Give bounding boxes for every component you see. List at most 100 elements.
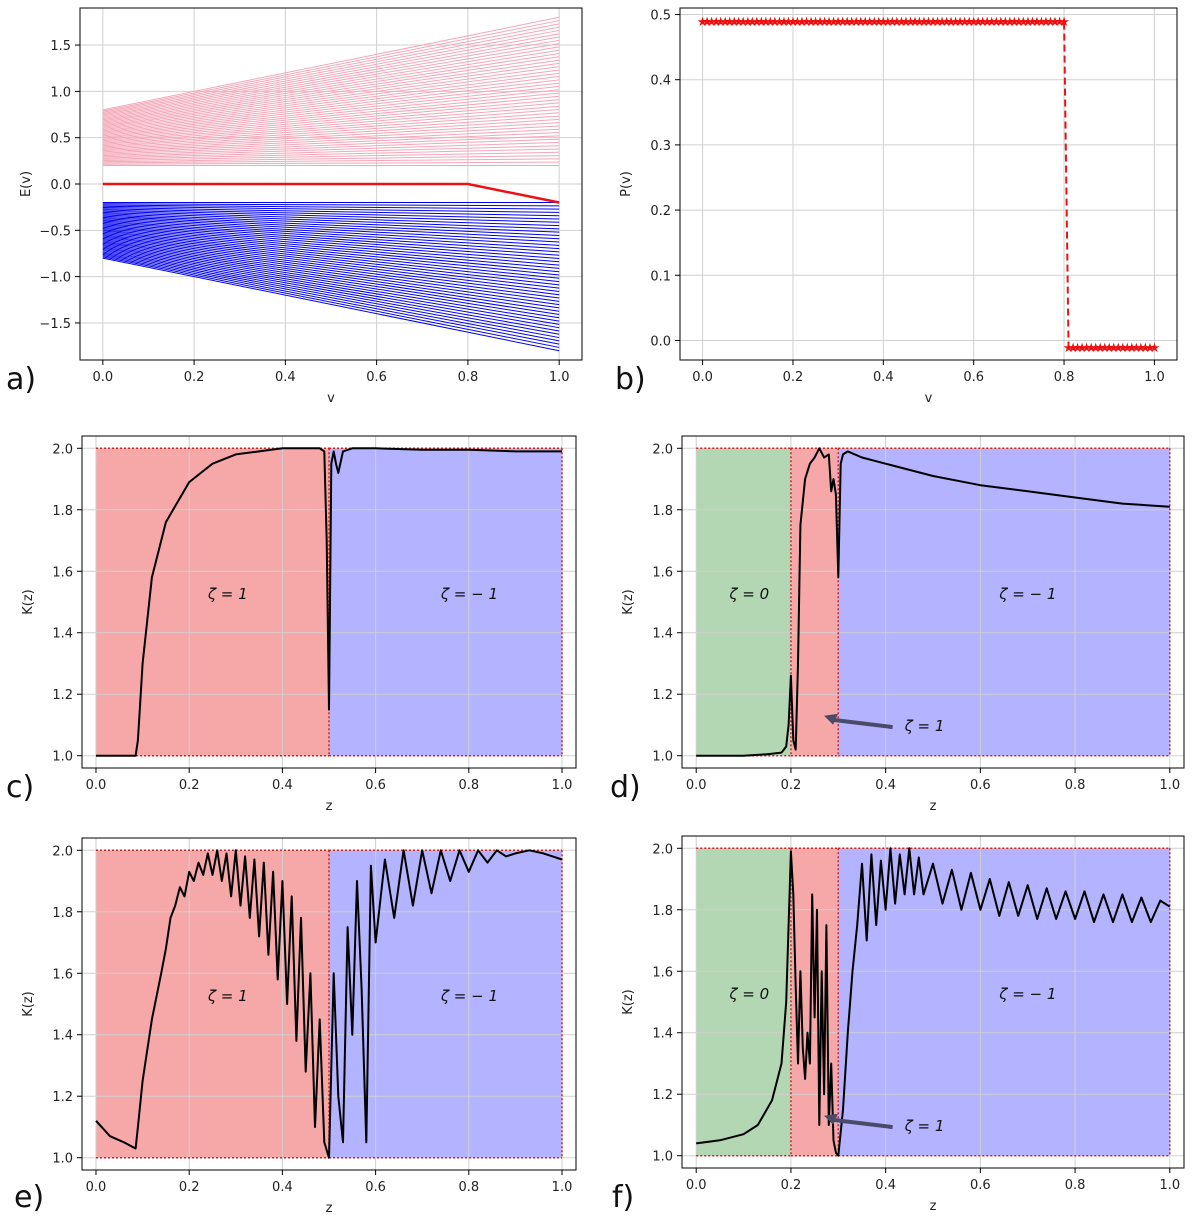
series-lower-band-line-18 bbox=[102, 235, 560, 292]
data-point-star-61: ★ bbox=[972, 15, 984, 30]
axes-frame-c bbox=[81, 435, 577, 769]
axis-label-y-b: P(v) bbox=[619, 171, 634, 197]
tick-label-x-b-1: 0.2 bbox=[783, 370, 804, 385]
series-lower-band-line-20 bbox=[102, 232, 560, 286]
series-lower-band-line-17 bbox=[102, 236, 560, 296]
data-point-star-51: ★ bbox=[927, 15, 939, 30]
data-point-star-21: ★ bbox=[792, 15, 804, 30]
panel-label-b: b) bbox=[615, 362, 646, 397]
data-point-star-22: ★ bbox=[796, 15, 808, 30]
tick-label-y-d-4: 1.8 bbox=[652, 504, 673, 519]
data-point-star-35: ★ bbox=[855, 15, 867, 30]
tick-label-x-c-0: 0.0 bbox=[86, 778, 107, 793]
series-lower-band-line-3 bbox=[102, 253, 560, 342]
panel-f: ζ = 0 ζ = 1 ζ = − 1 0.0 0.2 0.4 0.6 0.8 1.0 1.0 1.… bbox=[600, 832, 1199, 1227]
tick-label-x-b-4: 0.8 bbox=[1054, 370, 1075, 385]
series-lower-band-line-21 bbox=[102, 231, 560, 283]
data-point-star-50: ★ bbox=[923, 15, 935, 30]
series-upper-band-line-16 bbox=[102, 112, 560, 147]
tick-label-y-e-5: 2.0 bbox=[52, 844, 73, 859]
tick-label-y-d-0: 1.0 bbox=[652, 750, 673, 765]
series-upper-band-line-39 bbox=[102, 36, 560, 118]
series-lower-band-line-32 bbox=[102, 218, 560, 246]
tick-label-y-a-3: 0.0 bbox=[50, 178, 71, 193]
data-point-star-72: ★ bbox=[1022, 15, 1034, 30]
data-point-star-48: ★ bbox=[914, 15, 926, 30]
data-point-star-55: ★ bbox=[945, 15, 957, 30]
axis-label-x-e: z bbox=[326, 1201, 333, 1216]
data-point-star-69: ★ bbox=[1009, 15, 1021, 30]
series-upper-band-line-14 bbox=[102, 118, 560, 149]
data-point-star-4: ★ bbox=[715, 15, 727, 30]
data-point-star-89: ★ bbox=[1099, 341, 1111, 356]
series-upper-band-line-5 bbox=[102, 148, 560, 160]
series-upper-band-line-33 bbox=[102, 56, 560, 126]
series-lower-band-line-34 bbox=[102, 215, 560, 240]
chart-e: ζ = 1 ζ = − 1 0.0 0.2 0.4 0.6 0.8 1.0 1.0 1.2 1.4 1… bbox=[21, 837, 577, 1216]
axis-label-y-a: E(v) bbox=[19, 171, 34, 197]
series-upper-band-line-9 bbox=[102, 135, 560, 155]
tick-label-x-b-3: 0.6 bbox=[963, 370, 984, 385]
data-point-star-23: ★ bbox=[801, 15, 813, 30]
data-point-star-68: ★ bbox=[1004, 15, 1016, 30]
series-lower-band-line-33 bbox=[102, 216, 560, 243]
series-upper-band-line-40 bbox=[102, 33, 560, 117]
tick-label-x-e-4: 0.8 bbox=[458, 1180, 479, 1195]
series-lower-band-line-35 bbox=[102, 214, 560, 236]
series-upper-band-line-7 bbox=[102, 141, 560, 158]
series-upper-band-line-44 bbox=[102, 20, 560, 112]
axis-label-x-b: v bbox=[925, 391, 933, 406]
axes-frame-d bbox=[681, 435, 1185, 769]
series-lower-band-line-6 bbox=[102, 250, 560, 332]
annotation-arrow-d bbox=[831, 717, 893, 730]
tick-label-y-b-1: 0.1 bbox=[650, 269, 671, 284]
data-point-star-93: ★ bbox=[1117, 341, 1129, 356]
data-point-star-47: ★ bbox=[909, 15, 921, 30]
data-point-star-37: ★ bbox=[864, 15, 876, 30]
series-upper-band-line-45 bbox=[102, 16, 560, 111]
series-lower-band-line-9 bbox=[102, 246, 560, 322]
series-lower-band-line-40 bbox=[102, 208, 560, 220]
series-lower-band-line-7 bbox=[102, 248, 560, 329]
series-upper-band-line-26 bbox=[102, 79, 560, 134]
series-lower-band-line-30 bbox=[102, 220, 560, 253]
series-upper-band-line-18 bbox=[102, 105, 560, 144]
data-point-star-94: ★ bbox=[1121, 341, 1133, 356]
axis-label-y-e: K(z) bbox=[21, 991, 36, 1017]
data-point-star-78: ★ bbox=[1049, 15, 1061, 30]
data-point-star-9: ★ bbox=[737, 15, 749, 30]
series-lower-band-line-16 bbox=[102, 237, 560, 299]
data-point-star-44: ★ bbox=[896, 15, 908, 30]
region-label-d-0: ζ = 0 bbox=[728, 585, 769, 603]
series-lower-band-line-24 bbox=[102, 227, 560, 273]
data-point-star-60: ★ bbox=[968, 15, 980, 30]
tick-label-y-d-2: 1.4 bbox=[652, 627, 673, 642]
series-upper-band-line-11 bbox=[102, 128, 560, 153]
tick-label-x-d-3: 0.6 bbox=[970, 778, 991, 793]
data-point-star-65: ★ bbox=[990, 15, 1002, 30]
data-point-star-91: ★ bbox=[1108, 341, 1120, 356]
tick-label-y-e-1: 1.2 bbox=[52, 1090, 73, 1105]
data-point-star-17: ★ bbox=[774, 15, 786, 30]
tick-label-x-e-0: 0.0 bbox=[86, 1180, 107, 1195]
data-point-star-6: ★ bbox=[724, 15, 736, 30]
data-point-star-46: ★ bbox=[905, 15, 917, 30]
data-point-star-41: ★ bbox=[882, 15, 894, 30]
region-label-c-0: ζ = 1 bbox=[207, 585, 248, 603]
panel-label-c: c) bbox=[6, 770, 35, 805]
data-point-star-82: ★ bbox=[1067, 341, 1079, 356]
tick-label-y-a-1: −1.0 bbox=[39, 271, 71, 286]
series-lower-band-line-22 bbox=[102, 230, 560, 279]
data-point-star-30: ★ bbox=[832, 15, 844, 30]
tick-label-x-b-0: 0.0 bbox=[692, 370, 713, 385]
tick-label-y-b-0: 0.0 bbox=[650, 334, 671, 349]
tick-label-y-a-5: 1.0 bbox=[50, 85, 71, 100]
series-upper-band-line-42 bbox=[102, 26, 560, 115]
tick-label-y-c-3: 1.6 bbox=[52, 565, 73, 580]
data-point-star-49: ★ bbox=[918, 15, 930, 30]
data-point-star-95: ★ bbox=[1126, 341, 1138, 356]
data-point-star-92: ★ bbox=[1112, 341, 1124, 356]
axis-label-x-d: z bbox=[930, 799, 937, 814]
tick-label-x-c-4: 0.8 bbox=[458, 778, 479, 793]
tick-label-x-d-5: 1.0 bbox=[1159, 778, 1180, 793]
